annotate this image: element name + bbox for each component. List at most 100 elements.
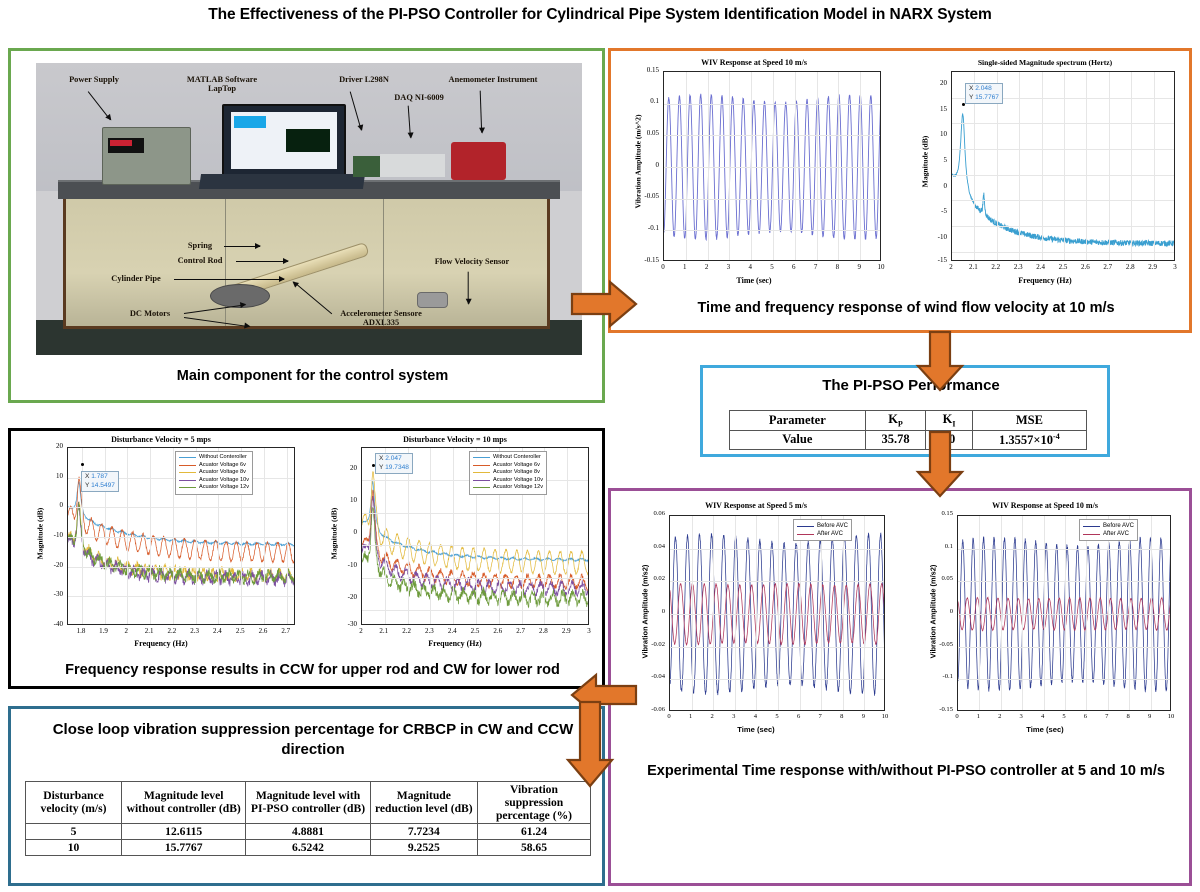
legend-label: Acuator Voltage 10v [199,476,250,483]
x-tick: 2.2 [402,627,411,635]
y-tick: -10 [937,233,947,241]
y-tick: -0.1 [942,673,953,680]
legend-item: Acuator Voltage 6v [473,462,543,470]
y-tick: -0.15 [939,706,953,713]
x-tick: 7 [1105,713,1109,720]
datatip-x-value: 2.048 [975,85,992,92]
legend-swatch [179,479,196,481]
y-tick: 20 [350,464,357,472]
x-axis-label: Time (sec) [737,725,775,734]
legend-item: Acuator Voltage 12v [179,484,249,492]
y-axis-label: Magnitude (dB) [329,507,339,560]
y-axis-label: Magnitude (dB) [35,507,45,560]
x-tick: 7 [818,713,822,720]
chart-title: Disturbance Velocity = 10 mps [403,435,507,444]
y-tick: 20 [56,442,63,450]
y-tick: -0.02 [651,641,665,648]
y-tick: 0 [59,501,64,509]
td-percentage: 61.24 [476,822,592,840]
table-row: 10 15.7767 6.5242 9.2525 58.65 [24,838,592,856]
time-frequency-response-panel: WIV Response at Speed 10 m/s 0.15 0.1 0.… [608,48,1192,333]
y-tick: 0.05 [646,129,659,137]
arrow-pso-to-avc [915,430,966,498]
datatip-marker [372,464,375,467]
suppression-table: Disturbance velocity (m/s) Magnitude lev… [24,781,592,856]
datatip-y-value: 15.7767 [975,93,999,101]
x-tick: 2.7 [516,627,525,635]
legend-avc-10: Before AVC After AVC [1079,519,1138,542]
y-tick: 0 [655,161,660,169]
legend-swatch [797,533,814,535]
legend-label: Before AVC [1103,523,1134,529]
mse-mantissa: 1.3557×10 [999,432,1054,447]
x-axis-label: Frequency (Hz) [428,639,482,648]
y-tick: 0.15 [941,510,953,517]
x-axis-label: Time (sec) [736,276,772,285]
x-tick: 0 [955,713,959,720]
legend-label: Acuator Voltage 8v [493,469,540,476]
x-tick: 2.3 [425,627,434,635]
x-tick: 2.5 [1058,263,1068,271]
th-mse: MSE [971,410,1088,431]
td-without: 12.6115 [121,822,247,840]
datatip-x-label: X [969,85,974,92]
th-parameter: Parameter [729,410,866,431]
x-tick: 10 [881,713,889,720]
flow-velocity-sensor-object [417,291,448,309]
legend-label: Without Conteroller [199,454,247,460]
y-axis-label: Magnitude (dB) [920,135,930,188]
y-tick: -0.04 [651,673,665,680]
avc-caption: Experimental Time response with/without … [647,763,1165,779]
x-tick: 3 [1173,263,1177,271]
legend-swatch [179,487,196,489]
x-tick: 1 [688,713,693,720]
y-axis-label: Vibration Amplitude (m/s^2) [633,114,643,209]
photo-label-daq: DAQ NI-6009 [394,93,444,102]
x-tick: 2.6 [1081,263,1090,271]
y-tick: 20 [940,79,947,87]
legend-item: After AVC [1083,530,1134,538]
y-tick: -0.06 [651,706,665,713]
pi-pso-table: Parameter KP KI MSE Value 35.78 50 1.355… [729,410,1088,450]
photo-label-matlab-laptop: MATLAB Software LapTop [186,75,258,94]
datatip-y-value: 19.7348 [385,463,409,471]
legend-item: Acuator Voltage 8v [473,469,543,477]
x-tick: 2 [710,713,714,720]
cw-ccw-frequency-panel: Disturbance Velocity = 5 mps X 1.787 [8,428,605,689]
x-tick: 5 [775,713,779,720]
y-tick: -20 [347,593,357,601]
legend-swatch [473,479,490,481]
x-tick: 6 [796,713,801,720]
power-supply-object [101,127,191,185]
td-reduction: 7.7234 [369,822,478,840]
x-tick: 2.9 [561,627,571,635]
photo-arrow-spring [224,242,261,251]
driver-board-object [352,156,386,177]
plot-area [669,515,885,711]
suppression-percentage-panel: Close loop vibration suppression percent… [8,706,605,886]
y-tick: -10 [347,561,357,569]
x-tick: 0 [667,713,671,720]
x-tick: 9 [861,713,866,720]
legend-item: Acuator Voltage 8v [179,469,249,477]
chart-wiv-avc-10: WIV Response at Speed 10 m/s Before AVC … [901,501,1189,749]
chart-disturbance-10mps: Disturbance Velocity = 10 mps X 2.047 [311,435,599,657]
legend-item: Without Conteroller [473,454,543,462]
legend-swatch [473,457,490,459]
legend-item: Acuator Voltage 10v [473,477,543,485]
table-row: Parameter KP KI MSE [729,410,1088,431]
table-row: 5 12.6115 4.8881 7.7234 61.24 [24,822,592,840]
arrow-photo-to-frequency [570,278,638,330]
x-tick: 2 [704,263,709,271]
datatip-marker [962,103,965,106]
legend-item: Acuator Voltage 12v [473,484,543,492]
legend-label: Without Conteroller [493,454,541,460]
y-tick: 0 [949,608,953,615]
legend-label: Before AVC [817,523,848,529]
x-tick: 2.4 [1036,263,1045,271]
th-magnitude-without: Magnitude level without controller (dB) [121,781,247,824]
y-tick: -20 [53,561,63,569]
legend-item: After AVC [797,530,848,538]
photo-label-dc-motors: DC Motors [129,309,171,318]
multi-series-curves [68,476,294,588]
